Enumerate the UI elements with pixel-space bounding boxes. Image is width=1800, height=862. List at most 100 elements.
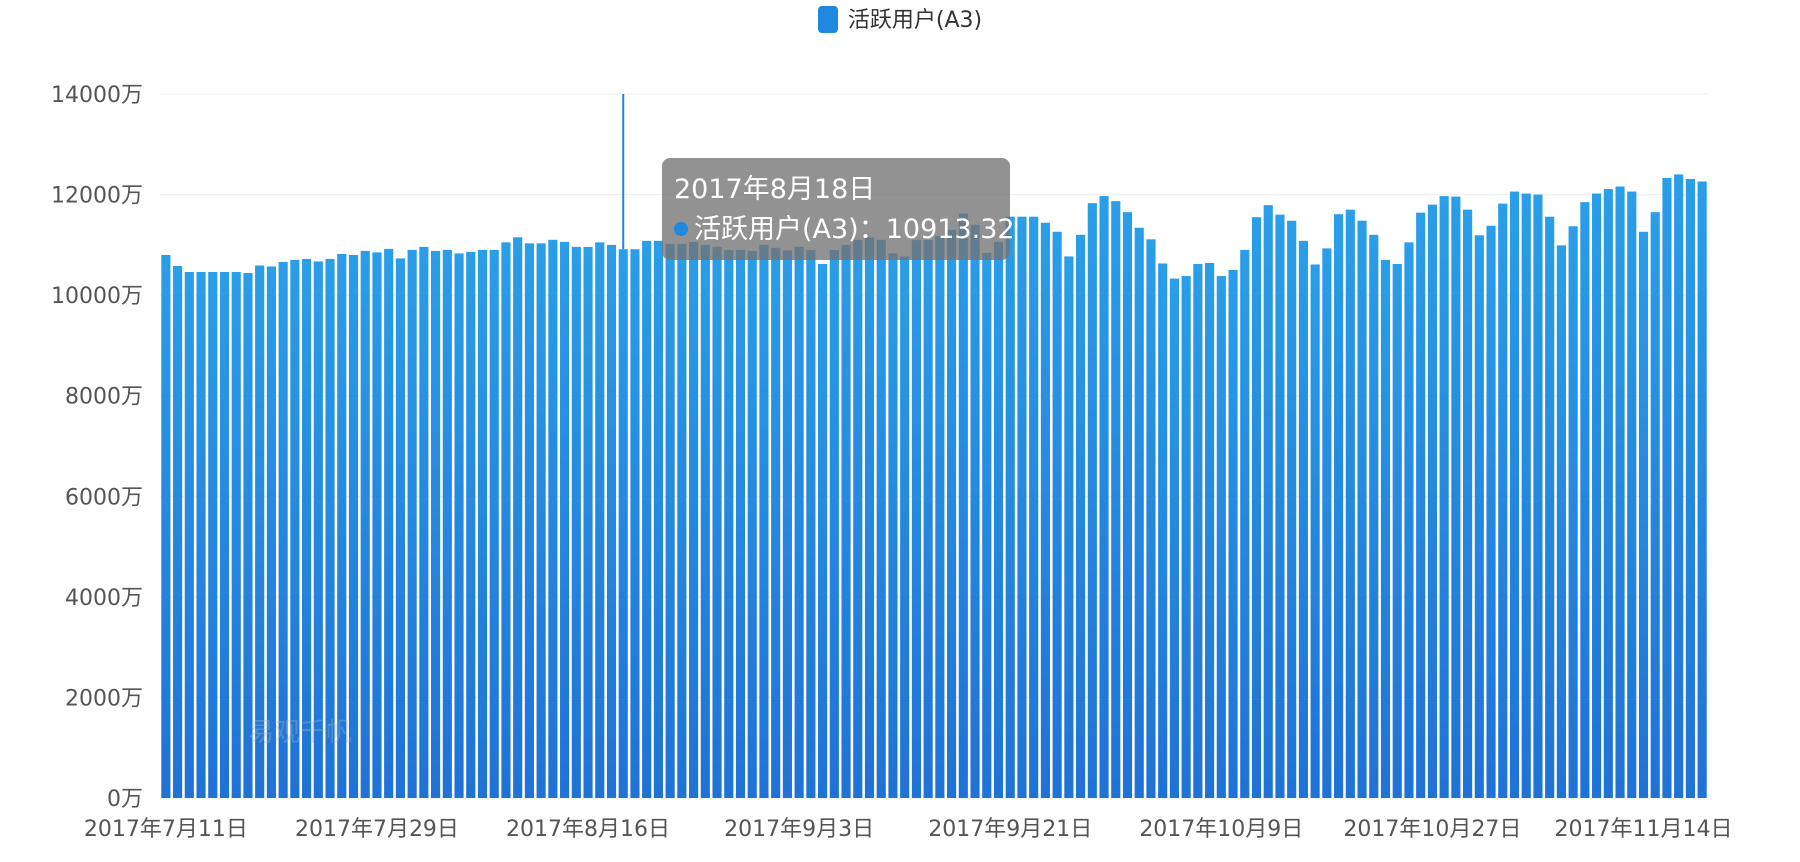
bar <box>1334 214 1344 798</box>
bar <box>1556 245 1566 799</box>
x-tick-label: 2017年9月21日 <box>928 817 1092 842</box>
bar <box>1580 202 1590 799</box>
x-tick-label: 2017年11月14日 <box>1555 817 1733 842</box>
y-tick-label: 10000万 <box>51 284 143 309</box>
bar <box>395 258 405 798</box>
bar <box>606 244 617 798</box>
y-tick-label: 4000万 <box>65 586 143 611</box>
bar <box>771 247 781 799</box>
y-tick-label: 2000万 <box>65 686 143 711</box>
bar <box>841 244 851 798</box>
bar <box>724 249 734 798</box>
bar <box>196 272 206 798</box>
bar <box>806 249 816 798</box>
bar <box>1169 278 1179 798</box>
bar <box>1111 201 1121 798</box>
bar <box>642 240 652 798</box>
bar <box>219 272 230 798</box>
legend[interactable]: 活跃用户(A3) <box>0 2 1800 34</box>
tooltip-value: 10913.32 <box>885 214 1015 245</box>
bar <box>618 249 628 798</box>
tooltip: 2017年8月18日 活跃用户(A3)：10913.32 <box>662 158 1015 260</box>
bar <box>161 254 171 798</box>
x-tick-label: 2017年8月16日 <box>506 817 670 842</box>
bar <box>876 239 886 799</box>
bar <box>407 249 417 798</box>
bar <box>1674 174 1684 798</box>
bar <box>1474 235 1484 798</box>
bar <box>173 265 183 798</box>
bar <box>1380 259 1391 798</box>
x-tick-label: 2017年10月27日 <box>1343 817 1521 842</box>
bar <box>900 256 910 798</box>
y-tick-label: 14000万 <box>51 83 143 108</box>
bar <box>1181 276 1191 798</box>
bar <box>1662 177 1672 798</box>
bar <box>1463 209 1473 798</box>
bar <box>993 241 1004 799</box>
bar <box>513 237 523 799</box>
bar <box>1205 262 1215 799</box>
bar <box>431 250 441 799</box>
bar <box>1287 220 1297 799</box>
y-tick-label: 0万 <box>107 787 143 812</box>
bar <box>1240 249 1250 798</box>
bar <box>1416 212 1426 798</box>
bar <box>1486 225 1496 799</box>
bar <box>1545 216 1555 798</box>
bar <box>1392 263 1402 799</box>
bar <box>1310 264 1320 798</box>
bar <box>477 249 488 798</box>
bar <box>1146 239 1156 799</box>
bar <box>1193 263 1203 799</box>
bar <box>1451 196 1461 798</box>
bar <box>536 243 546 798</box>
bar <box>360 250 370 799</box>
bar <box>1017 216 1027 798</box>
bar <box>384 248 394 798</box>
bar <box>712 246 722 798</box>
tooltip-row: 活跃用户(A3)：10913.32 <box>674 210 1015 250</box>
bar <box>1158 263 1168 798</box>
bar <box>759 244 769 798</box>
bar <box>829 249 839 798</box>
bar <box>1275 214 1285 798</box>
bar <box>1064 256 1074 798</box>
bar <box>1251 217 1262 798</box>
bar <box>1099 196 1109 798</box>
bar <box>1592 193 1602 798</box>
bar <box>1345 209 1355 798</box>
bar <box>1650 212 1660 798</box>
bar <box>794 246 804 798</box>
bar <box>1357 220 1367 799</box>
bar <box>630 249 640 798</box>
bar <box>1228 270 1238 798</box>
bar <box>571 246 581 798</box>
bar <box>1087 203 1097 798</box>
bar <box>278 261 288 798</box>
bar <box>501 242 511 799</box>
bar <box>1298 240 1308 798</box>
bar <box>1521 193 1531 798</box>
legend-swatch <box>817 6 838 33</box>
bar <box>266 266 276 799</box>
bar <box>548 239 558 799</box>
bar <box>1322 248 1332 798</box>
legend-label: 活跃用户(A3) <box>847 8 983 33</box>
bar <box>1685 178 1695 799</box>
bar <box>595 242 605 799</box>
x-tick-label: 2017年10月9日 <box>1139 817 1303 842</box>
bar <box>1568 226 1578 798</box>
y-tick-label: 6000万 <box>65 485 143 510</box>
bar <box>302 258 312 798</box>
bar <box>313 261 323 798</box>
bar <box>1498 203 1508 798</box>
bar <box>1603 189 1613 799</box>
tooltip-separator: ： <box>858 214 886 245</box>
bar <box>689 241 699 799</box>
bar <box>864 237 875 799</box>
bar <box>1615 186 1625 799</box>
bar <box>735 249 746 798</box>
bar <box>818 263 828 799</box>
bar <box>442 249 452 798</box>
